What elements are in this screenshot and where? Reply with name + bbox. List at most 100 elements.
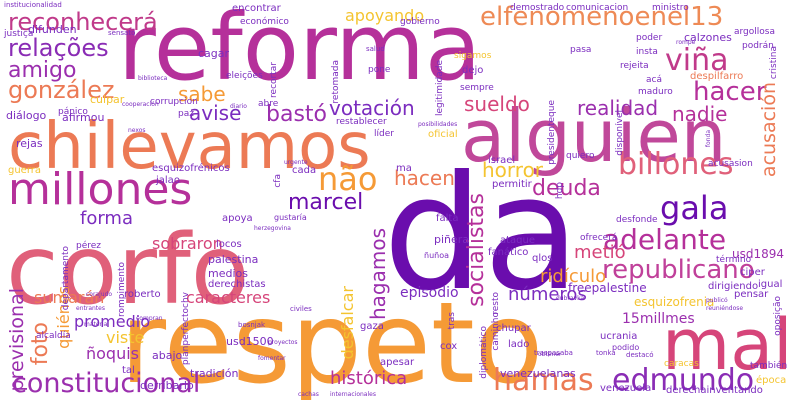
word-medios: medios: [208, 267, 248, 280]
word-da: da: [383, 142, 581, 326]
word-alcaldia: alcaldía: [36, 331, 71, 341]
word-venezuelanas: venezuelanas: [500, 367, 576, 380]
word-israel: israel: [488, 155, 516, 166]
word-alguien: alguien: [461, 94, 727, 178]
word-hagamos: hagamos: [366, 228, 390, 321]
word-eleicoes: eleições: [226, 71, 263, 81]
word-millones: millones: [8, 164, 193, 215]
word-hacer: hacer: [693, 77, 767, 107]
word-ataque: ataque: [500, 235, 536, 246]
word-proyectos: proyectos: [268, 339, 298, 346]
word-apoyando: apoyando: [345, 6, 425, 25]
word-reuniendose: reuniéndose: [706, 305, 744, 312]
word-paz: paz: [178, 109, 194, 119]
word-calzones: calzones: [684, 31, 732, 44]
word-promedio: promedio: [74, 312, 150, 331]
word-freepalestine: freepalestine: [568, 281, 647, 295]
word-desfalcar: desfalcar: [338, 286, 357, 360]
word-forma: forma: [80, 208, 133, 229]
word-realidad: realidad: [577, 96, 659, 120]
word-esquizofrenia: esquizofrenia: [634, 295, 715, 309]
word-difunden: difunden: [28, 23, 77, 36]
word-pasa: pasa: [570, 45, 592, 55]
word-sueldo: sueldo: [464, 92, 530, 116]
word-podran: podrán: [742, 41, 774, 51]
word-cooperacion: cooperación: [122, 101, 159, 108]
word-pone: pone: [368, 65, 391, 75]
word-roberto: roberto: [124, 289, 161, 300]
word-cada: cada: [292, 165, 317, 176]
word-entrantes: entrantes: [76, 305, 105, 312]
word-numeros: números: [508, 284, 587, 305]
word-gala: gala: [660, 189, 729, 227]
word-constitucional: constitucional: [12, 368, 201, 399]
word-lider: líder: [374, 129, 394, 139]
word-fanatico: fanático: [488, 247, 529, 258]
word-acusacion: acusación: [758, 82, 780, 178]
word-permitir: permitir: [492, 179, 532, 190]
word-sempre: sempre: [460, 83, 494, 93]
word-nadie: nadie: [672, 102, 728, 126]
word-sensato: sensato: [108, 29, 136, 37]
word-fonda: fonda: [705, 130, 712, 148]
word-oposicao: oposição: [773, 296, 783, 336]
word-corajudo: corajudo: [86, 291, 113, 298]
word-jalao: jalao: [156, 175, 180, 186]
word-locos: locos: [216, 239, 242, 250]
word-hacen: hacen: [394, 166, 455, 190]
word-presidenteque: presidenteque: [547, 100, 557, 165]
word-socialistas: socialistas: [464, 193, 489, 307]
word-sigamos: sigamos: [454, 51, 492, 61]
word-afirmou: afirmou: [62, 111, 105, 124]
word-ofrecera: ofrecerá: [580, 233, 618, 243]
word-mal: mal: [662, 304, 793, 386]
word-maduro: maduro: [638, 87, 673, 97]
word-diario: diario: [230, 103, 247, 110]
word-foto: foto: [28, 322, 53, 366]
word-comunicacion: comunicacion: [566, 3, 629, 13]
word-traspasaba: traspasaba: [534, 349, 573, 357]
word-publico: publicó: [706, 297, 728, 304]
word-guerra: guerra: [8, 165, 42, 176]
word-gustaria: gustaría: [274, 213, 307, 222]
word-nunoa: ñuñoa: [424, 251, 450, 260]
word-derechainventando: derechainventando: [666, 385, 763, 396]
word-hamas: hamas: [493, 363, 594, 398]
word-urgente: urgente: [284, 159, 308, 166]
word-justica: justiça: [4, 29, 34, 39]
word-adelante: adelante: [603, 223, 727, 256]
word-falta: falta: [436, 213, 459, 224]
word-obtener: obtener: [538, 351, 562, 358]
word-esquizofrenicos: esquizofrénicos: [152, 163, 230, 174]
word-historica: histórica: [330, 368, 408, 389]
word-qlos: qlos: [532, 253, 553, 264]
word-hdp: hdp: [555, 182, 565, 200]
word-derechistas: derechistas: [208, 279, 266, 290]
word-biblioteca: biblioteca: [138, 75, 168, 82]
word-economico: económico: [240, 17, 289, 27]
word-caracas: caracas: [664, 359, 699, 369]
word-avise: avise: [189, 101, 242, 125]
word-amigo: amigo: [8, 58, 77, 83]
word-horror: horror: [482, 158, 544, 182]
word-cox: cox: [440, 341, 458, 352]
word-encontrar: encontrar: [232, 3, 281, 14]
word-tras: tras: [447, 312, 457, 330]
word-ridiculo: ridículo: [540, 266, 607, 287]
word-vina: viña: [665, 43, 729, 78]
word-pensar: pensar: [734, 289, 769, 300]
word-restablecer: restablecer: [336, 117, 387, 127]
word-despilfarro: despilfarro: [690, 71, 744, 82]
word-reforma: reforma: [118, 0, 482, 101]
word-bosnjak: bosnjak: [238, 321, 266, 329]
word-argollosa: argollosa: [734, 27, 775, 37]
word-posibilidades: posibilidades: [418, 121, 458, 128]
word-rompimento: rompimento: [117, 262, 127, 318]
word-nexos: nexos: [128, 127, 146, 134]
word-billones: billones: [618, 147, 734, 182]
word-elfenomenoenel13: elfenomenoenel13: [480, 2, 724, 32]
word-desfonde: desfonde: [616, 215, 658, 225]
word-acusasion: acusasion: [708, 159, 753, 169]
word-perez: pérez: [76, 241, 102, 251]
word-usd1894: usd1894: [732, 247, 785, 261]
